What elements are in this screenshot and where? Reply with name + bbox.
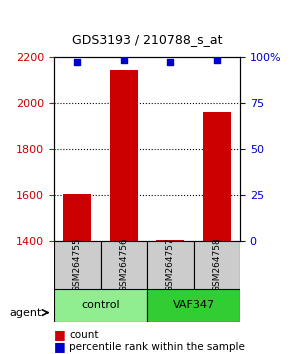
Text: control: control [81,300,120,310]
Text: count: count [69,330,98,339]
Text: VAF347: VAF347 [172,300,214,310]
Point [168,59,173,65]
Text: ■: ■ [54,341,66,353]
Point [214,57,219,63]
FancyBboxPatch shape [100,241,147,289]
FancyBboxPatch shape [54,241,100,289]
Bar [110,70,138,241]
FancyBboxPatch shape [194,241,240,289]
Text: agent: agent [9,308,41,318]
Text: GSM264756: GSM264756 [119,237,128,292]
Point [75,59,80,65]
Text: GSM264758: GSM264758 [212,237,221,292]
FancyBboxPatch shape [147,289,240,322]
Text: percentile rank within the sample: percentile rank within the sample [69,342,245,352]
Text: ■: ■ [54,328,66,341]
Bar [156,240,184,241]
Text: GSM264757: GSM264757 [166,237,175,292]
Point [122,57,126,63]
Bar [63,194,91,241]
FancyBboxPatch shape [147,241,194,289]
Text: GDS3193 / 210788_s_at: GDS3193 / 210788_s_at [72,33,222,46]
Bar [203,112,231,241]
FancyBboxPatch shape [54,289,147,322]
Text: GSM264755: GSM264755 [73,237,82,292]
